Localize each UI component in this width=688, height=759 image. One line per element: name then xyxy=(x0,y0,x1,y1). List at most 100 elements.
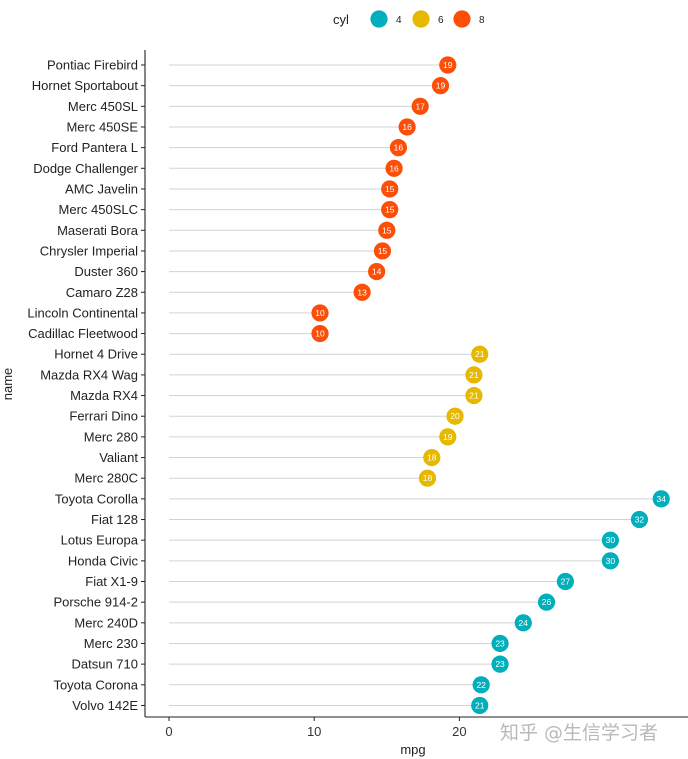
y-tick-label: Merc 240D xyxy=(74,615,138,630)
lollipop-point xyxy=(385,159,403,177)
y-tick-label: Volvo 142E xyxy=(72,698,138,713)
lollipop-point xyxy=(472,676,490,694)
y-tick-label: Ford Pantera L xyxy=(51,140,138,155)
lollipop-point xyxy=(368,263,386,281)
y-tick-label: Cadillac Fleetwood xyxy=(28,326,138,341)
point-label: 21 xyxy=(469,370,479,380)
point-label: 19 xyxy=(436,81,446,91)
y-tick-label: Lotus Europa xyxy=(61,533,139,548)
point-label: 15 xyxy=(385,205,395,215)
y-tick-label: Hornet 4 Drive xyxy=(54,347,138,362)
lollipop-point xyxy=(630,510,649,529)
legend-title: cyl xyxy=(333,12,349,27)
y-tick-label: Merc 280 xyxy=(84,429,138,444)
y-tick-label: Mazda RX4 xyxy=(70,388,138,403)
lollipop-point xyxy=(491,634,509,653)
lollipop-point xyxy=(491,655,509,673)
point-label: 24 xyxy=(519,618,529,628)
point-label: 27 xyxy=(561,577,571,587)
y-tick-label: Merc 230 xyxy=(84,636,138,651)
point-label: 20 xyxy=(450,411,460,421)
legend-label: 8 xyxy=(479,15,485,26)
point-label: 10 xyxy=(315,308,325,318)
lollipop-point xyxy=(373,242,392,260)
point-label: 21 xyxy=(475,700,485,710)
point-label: 16 xyxy=(389,163,399,173)
lollipop-point xyxy=(601,531,620,549)
lollipop-point xyxy=(439,428,457,446)
point-label: 16 xyxy=(394,143,404,153)
y-tick-label: Fiat 128 xyxy=(91,512,138,527)
y-tick-labels: Pontiac Firebird Hornet Sportabout Merc 45… xyxy=(27,58,145,713)
lollipop-point xyxy=(418,469,437,487)
y-tick-label: Toyota Corona xyxy=(53,677,138,692)
y-tick-label: Maserati Bora xyxy=(57,223,139,238)
legend: cyl 4 6 8 xyxy=(333,10,485,28)
lollipop-segments xyxy=(169,64,662,706)
point-label: 15 xyxy=(382,225,392,235)
lollipop-points: 19 19 17 16 16 16 15 15 15 15 14 13 10 10 21 21 21 20 19 18… xyxy=(311,56,670,715)
y-tick-label: Chrysler Imperial xyxy=(40,243,138,258)
watermark: 知乎 @生信学习者 xyxy=(500,722,659,744)
point-label: 30 xyxy=(606,556,616,566)
point-label: 16 xyxy=(402,122,412,132)
lollipop-point xyxy=(378,221,396,239)
y-tick-label: AMC Javelin xyxy=(65,181,138,196)
point-label: 23 xyxy=(495,659,505,669)
y-tick-label: Mazda RX4 Wag xyxy=(40,367,138,382)
x-tick-label: 20 xyxy=(452,724,466,739)
point-label: 17 xyxy=(415,101,425,111)
point-label: 30 xyxy=(606,535,616,545)
point-label: 15 xyxy=(378,246,388,256)
y-tick-label: Pontiac Firebird xyxy=(47,58,138,73)
point-label: 18 xyxy=(427,453,437,463)
lollipop-point xyxy=(537,593,556,611)
y-tick-label: Merc 450SLC xyxy=(59,202,138,217)
x-tick-label: 0 xyxy=(165,724,172,739)
y-tick-label: Datsun 710 xyxy=(72,657,139,672)
y-axis-title: name xyxy=(0,368,15,401)
y-tick-label: Duster 360 xyxy=(74,264,138,279)
lollipop-point xyxy=(411,97,429,115)
lollipop-point xyxy=(471,345,489,363)
lollipop-point xyxy=(471,696,489,715)
lollipop-point xyxy=(601,552,620,570)
point-label: 34 xyxy=(656,494,666,504)
lollipop-point xyxy=(311,304,329,322)
lollipop-point xyxy=(556,572,574,591)
point-label: 19 xyxy=(443,432,453,442)
legend-key xyxy=(412,10,430,28)
point-label: 14 xyxy=(372,267,382,277)
lollipop-point xyxy=(446,407,464,425)
y-tick-label: Lincoln Continental xyxy=(27,305,138,320)
point-label: 21 xyxy=(469,391,479,401)
y-tick-label: Camaro Z28 xyxy=(66,285,138,300)
lollipop-point xyxy=(398,118,416,136)
y-tick-label: Merc 280C xyxy=(74,471,138,486)
y-tick-label: Hornet Sportabout xyxy=(32,78,139,93)
y-tick-label: Valiant xyxy=(99,450,138,465)
lollipop-point xyxy=(465,386,483,405)
y-tick-label: Honda Civic xyxy=(68,553,139,568)
lollipop-point xyxy=(353,283,371,301)
point-label: 18 xyxy=(423,473,433,483)
lollipop-point xyxy=(311,324,329,343)
y-tick-label: Toyota Corolla xyxy=(55,491,139,506)
legend-label: 6 xyxy=(438,15,444,26)
legend-key xyxy=(370,10,388,28)
point-label: 32 xyxy=(635,515,645,525)
x-axis: 0 10 20 xyxy=(144,50,688,739)
lollipop-point xyxy=(381,180,399,198)
legend-key xyxy=(453,10,471,28)
y-tick-label: Dodge Challenger xyxy=(33,161,138,176)
x-axis-title: mpg xyxy=(400,742,425,757)
point-label: 26 xyxy=(542,597,552,607)
point-label: 22 xyxy=(476,680,486,690)
lollipop-point xyxy=(431,77,450,95)
point-label: 13 xyxy=(357,287,367,297)
lollipop-point xyxy=(652,490,670,508)
y-tick-label: Fiat X1-9 xyxy=(85,574,138,589)
point-label: 19 xyxy=(443,60,453,70)
lollipop-point xyxy=(381,201,399,219)
